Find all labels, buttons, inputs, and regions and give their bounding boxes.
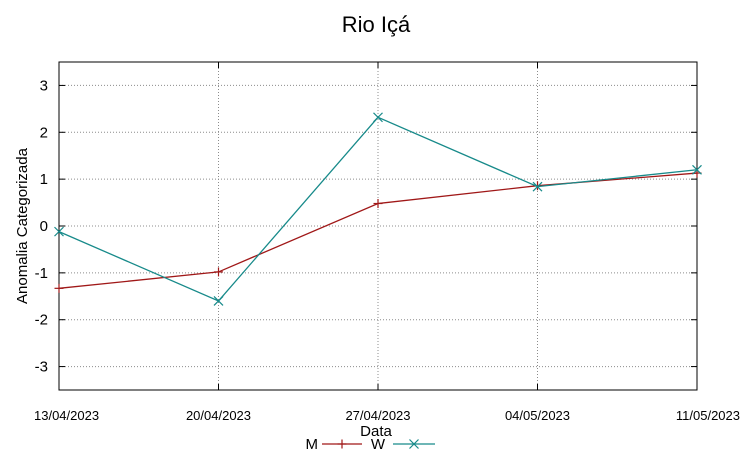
x-tick-label: 04/05/2023 [505,408,570,423]
data-point-w [692,164,702,175]
legend-marker-m [337,439,347,449]
x-axis-ticks: 13/04/2023 20/04/2023 27/04/2023 04/05/2023… [34,62,740,423]
grid-lines [59,62,697,390]
data-point-w [373,112,383,123]
legend-label-w: W [371,436,386,453]
y-tick-label: 2 [40,124,48,141]
y-tick-label: 0 [40,218,48,235]
y-tick-label: 3 [40,77,48,94]
y-tick-label: -2 [35,312,48,329]
y-tick-label: 1 [40,171,48,188]
x-axis-label: Data [360,423,392,440]
data-point-m [373,199,383,209]
y-axis-label: Anomalia Categorizada [14,147,31,304]
data-point-w [213,296,224,306]
x-tick-label: 20/04/2023 [186,408,251,423]
data-point-m [54,283,64,293]
legend-label-m: M [306,436,319,453]
chart-title: Rio Içá [342,12,411,37]
x-tick-label: 11/05/2023 [676,408,740,423]
x-tick-label: 13/04/2023 [34,408,99,423]
y-tick-label: -1 [35,265,48,282]
series-layer [54,112,702,306]
y-axis-ticks: -3 -2 -1 0 1 2 3 [35,77,697,376]
data-point-w [532,181,543,192]
legend-marker-w [409,439,419,449]
data-point-m [214,267,223,277]
x-tick-label: 27/04/2023 [345,408,410,423]
data-point-w [54,226,64,237]
y-tick-label: -3 [35,359,48,376]
